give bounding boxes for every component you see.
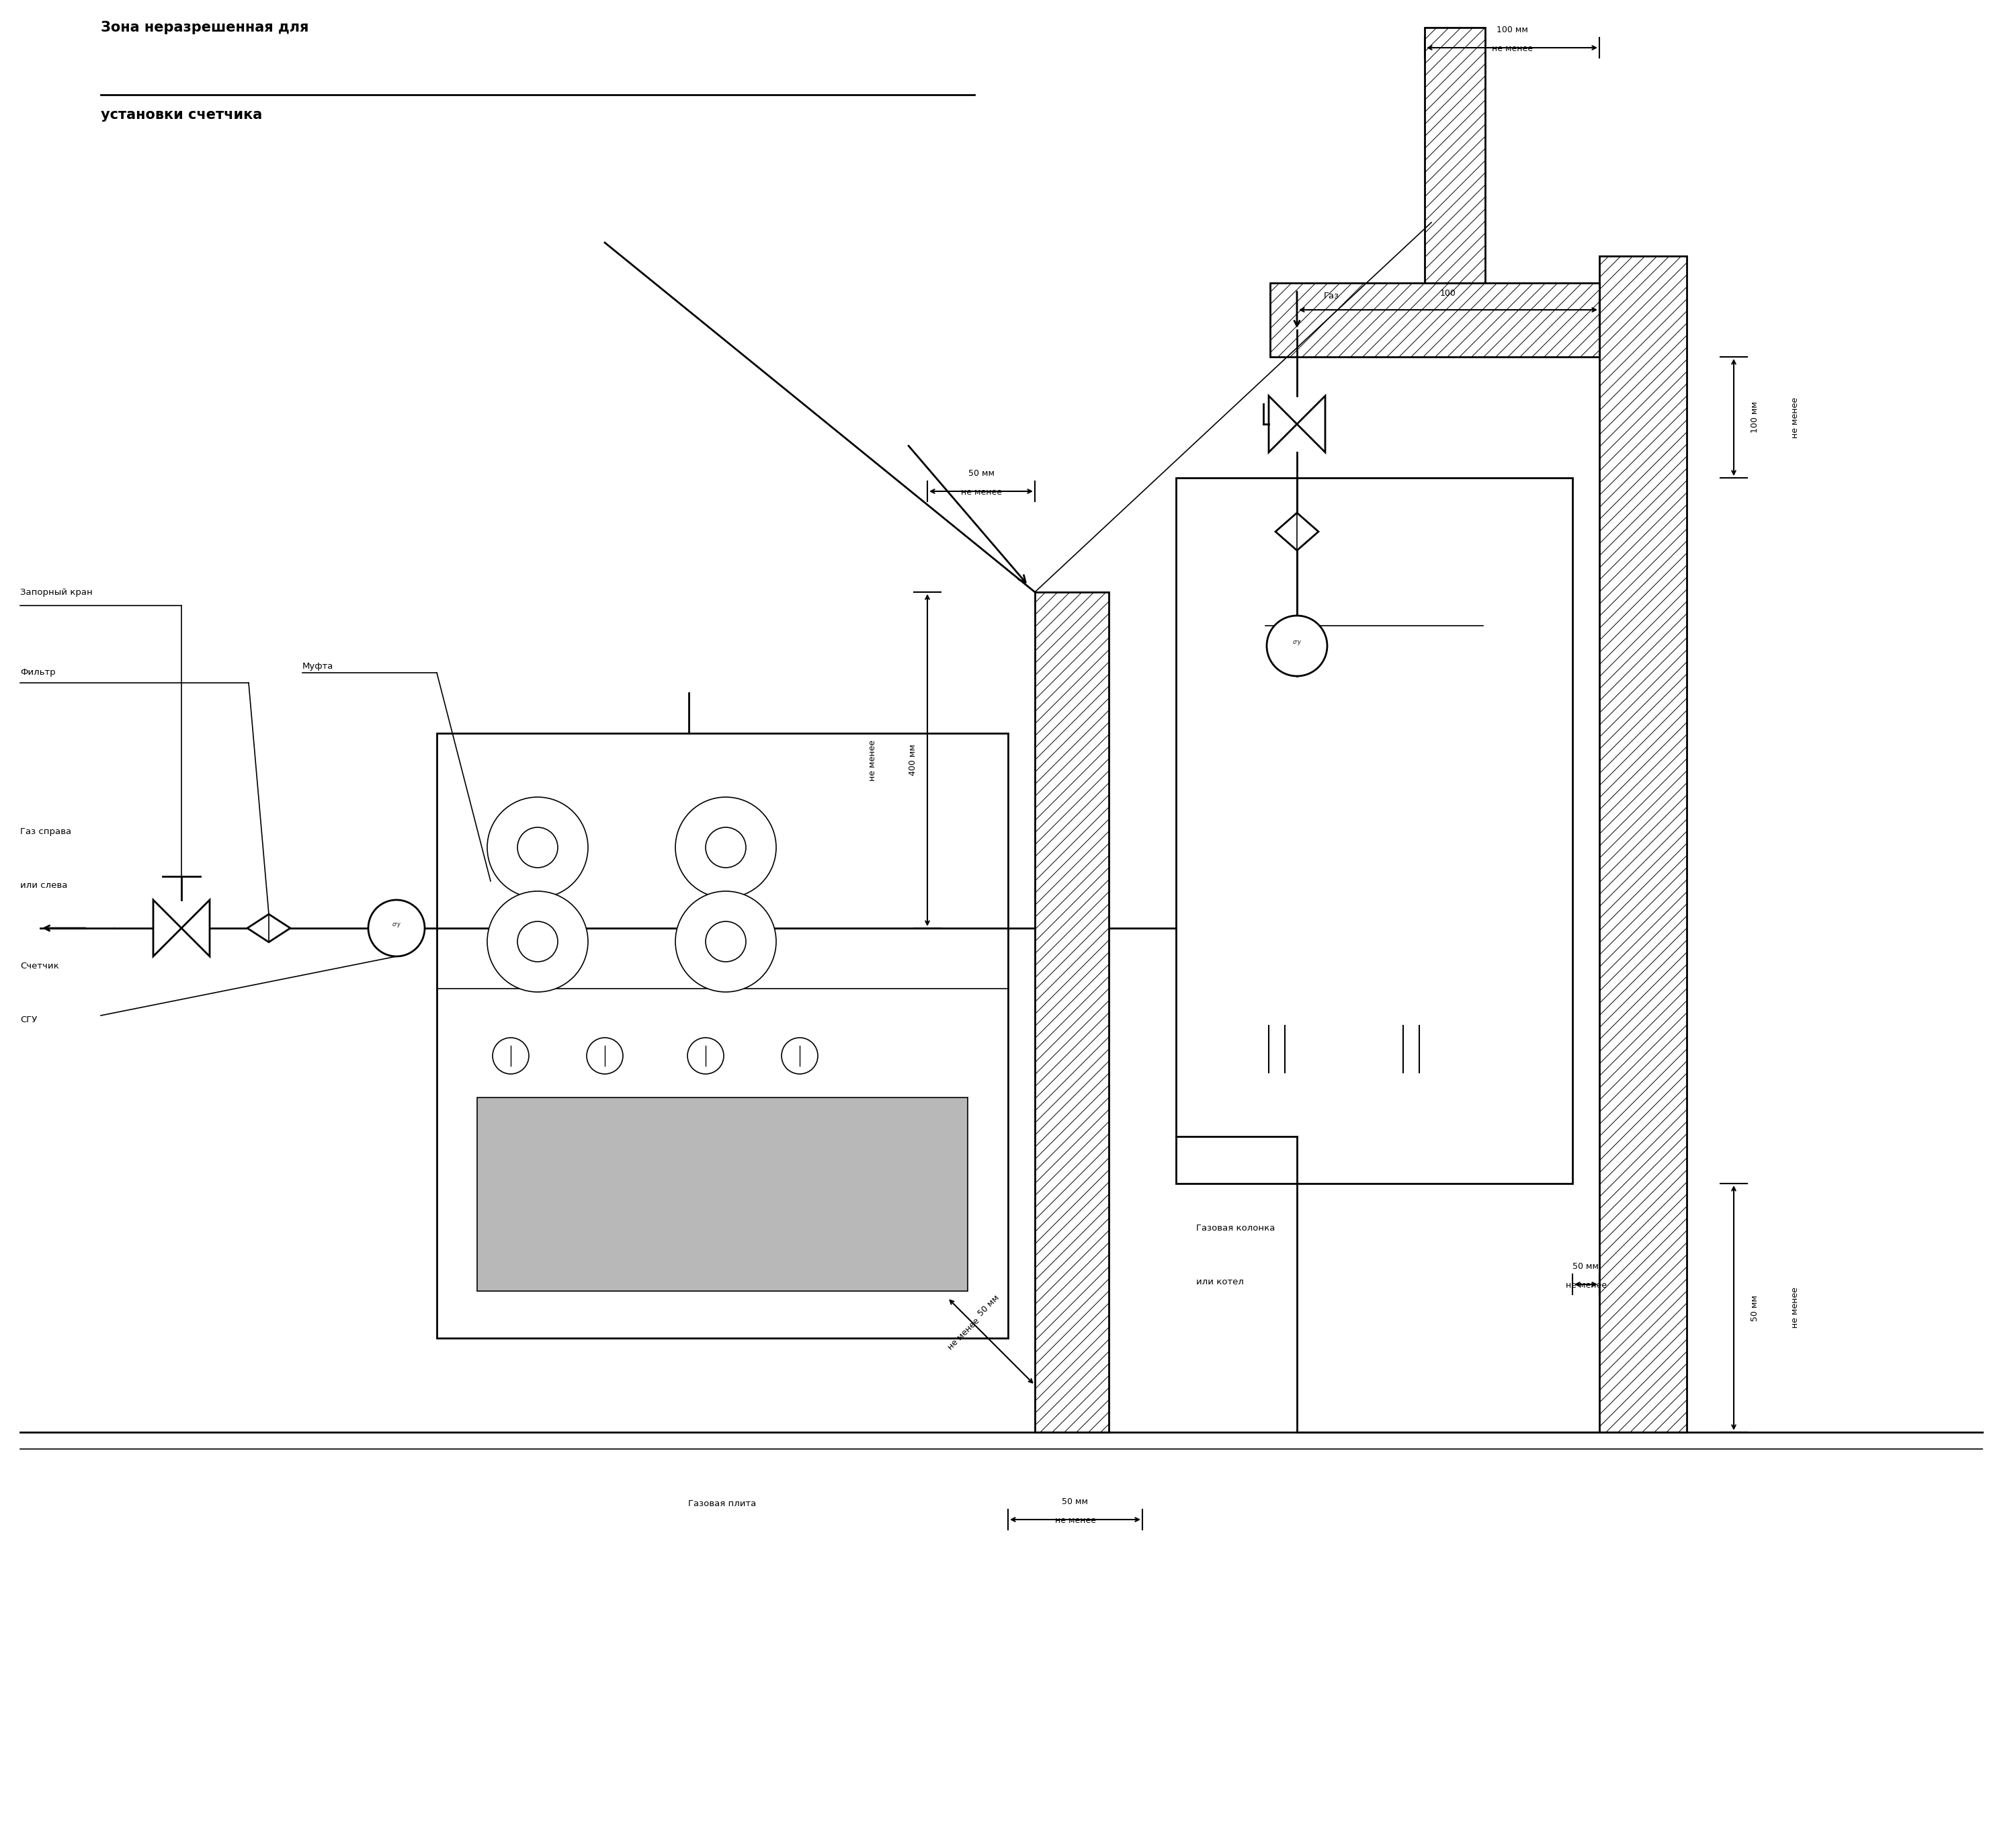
Text: 50 мм: 50 мм <box>1572 1263 1599 1272</box>
Circle shape <box>675 796 776 898</box>
Text: не менее: не менее <box>1790 1288 1800 1328</box>
Text: Газ справа: Газ справа <box>20 827 71 836</box>
Bar <box>1270 282 1599 357</box>
Circle shape <box>1266 616 1327 676</box>
Text: 50 мм: 50 мм <box>976 1294 1002 1317</box>
Circle shape <box>518 827 558 867</box>
Polygon shape <box>1296 395 1325 452</box>
Bar <box>1425 27 1486 282</box>
Circle shape <box>369 900 425 957</box>
Bar <box>1270 282 1599 357</box>
Polygon shape <box>1276 512 1318 550</box>
Bar <box>1599 257 1687 1432</box>
Polygon shape <box>1268 395 1296 452</box>
Text: 100 мм: 100 мм <box>1750 401 1760 434</box>
Text: не менее: не менее <box>1054 1516 1097 1525</box>
Polygon shape <box>153 900 181 957</box>
Circle shape <box>492 1039 528 1073</box>
Text: не менее: не менее <box>1790 397 1800 437</box>
Text: 50 мм: 50 мм <box>1750 1295 1760 1321</box>
Text: Запорный кран: Запорный кран <box>20 589 93 596</box>
Circle shape <box>706 827 746 867</box>
Text: Газ: Газ <box>1325 292 1339 301</box>
Text: Счетчик: Счетчик <box>20 962 58 971</box>
Bar <box>1034 592 1109 1432</box>
Text: 100: 100 <box>1439 290 1456 297</box>
Text: 100 мм: 100 мм <box>1496 26 1528 35</box>
Text: Зона неразрешенная для: Зона неразрешенная для <box>101 20 308 35</box>
Text: сгу: сгу <box>393 922 401 927</box>
Polygon shape <box>181 900 210 957</box>
Bar <box>1425 27 1486 282</box>
Circle shape <box>675 891 776 991</box>
Text: или слева: или слева <box>20 882 67 889</box>
Text: Фильтр: Фильтр <box>20 669 56 678</box>
Circle shape <box>488 891 589 991</box>
Text: Газовая колонка: Газовая колонка <box>1195 1224 1274 1233</box>
Text: 400 мм: 400 мм <box>909 745 917 776</box>
Circle shape <box>518 922 558 962</box>
Bar <box>437 732 1008 1337</box>
Circle shape <box>687 1039 724 1073</box>
Circle shape <box>587 1039 623 1073</box>
Text: или котел: или котел <box>1195 1277 1244 1286</box>
Text: не менее: не менее <box>1564 1281 1607 1290</box>
Text: установки счетчика: установки счетчика <box>101 107 262 122</box>
Circle shape <box>706 922 746 962</box>
Bar <box>1599 257 1687 1432</box>
Text: 50 мм: 50 мм <box>968 468 994 477</box>
Text: Газовая плита: Газовая плита <box>687 1500 756 1509</box>
Bar <box>1175 477 1572 1184</box>
Text: Муфта: Муфта <box>302 661 333 670</box>
Text: сгу: сгу <box>1292 640 1300 645</box>
Text: не менее: не менее <box>1492 44 1532 53</box>
Polygon shape <box>248 915 290 942</box>
Circle shape <box>782 1039 818 1073</box>
Text: не менее: не менее <box>946 1315 982 1352</box>
Text: СГУ: СГУ <box>20 1015 36 1024</box>
Bar <box>478 1097 968 1292</box>
Text: 50 мм: 50 мм <box>1062 1498 1089 1507</box>
Circle shape <box>488 796 589 898</box>
Bar <box>1034 592 1109 1432</box>
Text: не менее: не менее <box>869 740 877 780</box>
Text: не менее: не менее <box>962 488 1002 497</box>
